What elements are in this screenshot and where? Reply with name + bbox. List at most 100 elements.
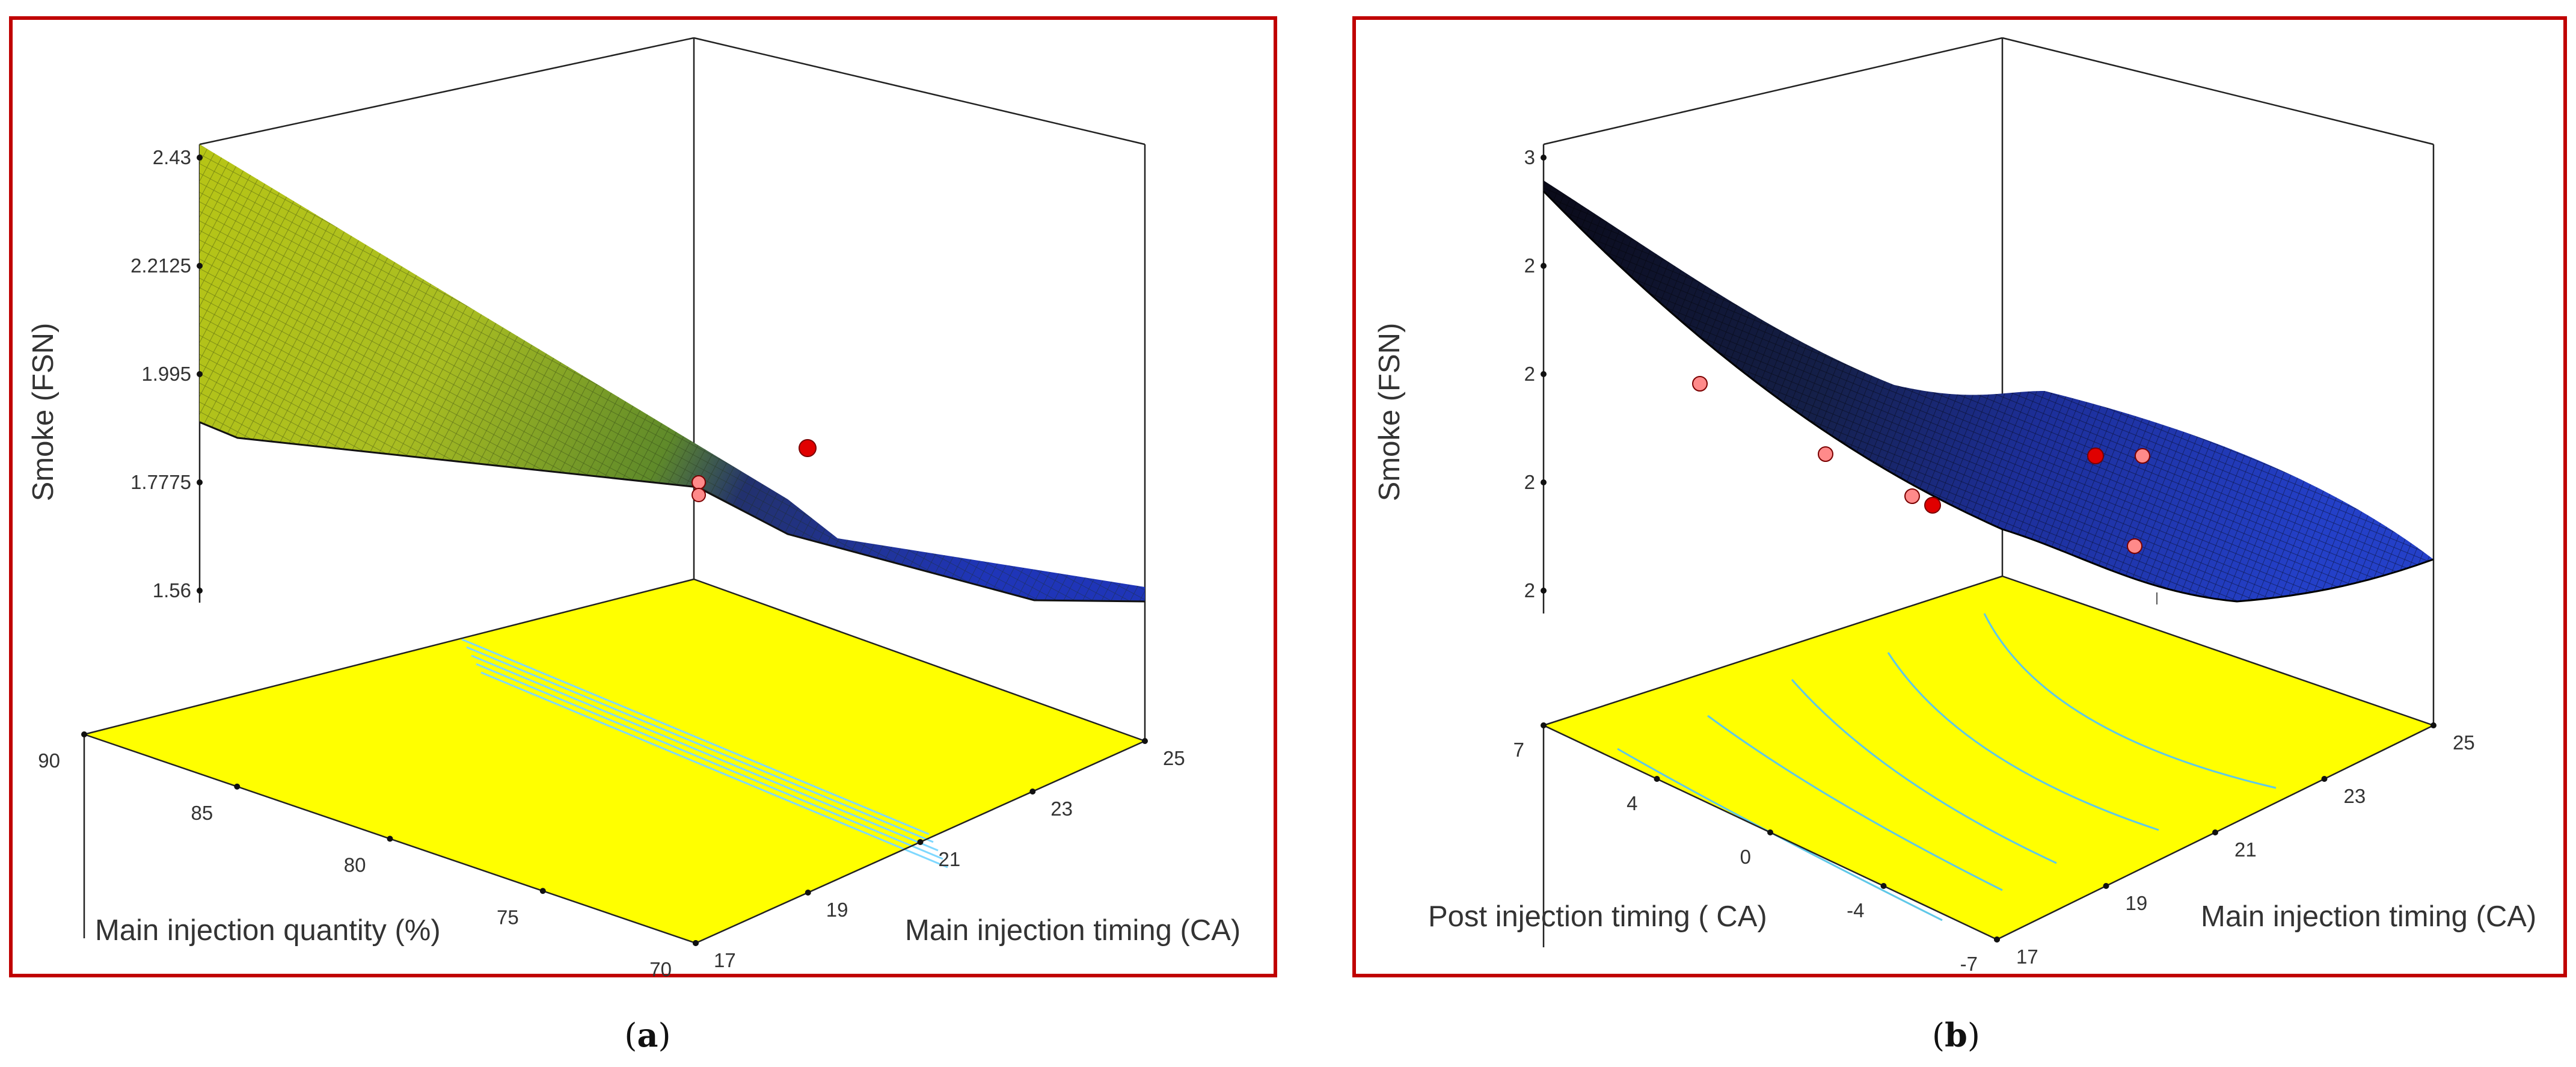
panel-a-y-tick-mark [1142, 738, 1148, 744]
panel-a-y-tick-mark [1029, 789, 1036, 795]
panel-b-z-ticks: 3 2 2 2 2 [1524, 146, 1547, 601]
panel-a: 2.43 2.2125 1.995 1.7775 1.56 90 85 80 75 70 17 1… [9, 16, 1277, 980]
panel-b-z-tick-label: 2 [1524, 471, 1535, 493]
panel-a-z-tick-mark [197, 479, 203, 485]
panel-a-contour-line [471, 654, 939, 852]
panel-b-contour-line [1707, 715, 2003, 891]
panel-a-x-tick-label: 90 [38, 749, 60, 772]
panel-b-edge [1543, 575, 2003, 727]
panel-b-x-tick-label: 0 [1740, 846, 1751, 868]
panel-b-y-tick-mark [2321, 776, 2328, 782]
panel-b-edge [1543, 37, 2003, 146]
panel-a-z-tick-label: 1.995 [141, 363, 191, 385]
panel-a-x-tick-label: 85 [191, 802, 213, 824]
panel-a-x-tick-mark [234, 783, 241, 790]
panel-a-z-tick-mark [197, 371, 203, 377]
panel-a-floor [84, 579, 1145, 943]
panel-a-z-tick-mark [197, 588, 203, 594]
panel-a-design-point [692, 488, 706, 502]
caption-b-close: ) [1967, 1016, 1980, 1054]
panel-b-contour-line [1791, 679, 2057, 864]
panel-a-y-tick-mark [805, 890, 811, 896]
panel-a-x-tick-label: 75 [497, 906, 519, 928]
panel-a-z-tick-mark [197, 155, 203, 161]
panel-b-design-point [2087, 447, 2104, 464]
panel-b-x-tick-mark [1541, 722, 1547, 728]
panel-a-x-tick-label: 70 [649, 958, 672, 980]
panel-b-floor [1544, 576, 2433, 939]
panel-b-y-tick-label: 21 [2234, 838, 2257, 861]
panel-b-surface-mesh [1544, 180, 2433, 601]
panel-b-design-point [1924, 497, 1941, 514]
panel-a-design-point [799, 439, 817, 457]
panel-a-z-ticks: 2.43 2.2125 1.995 1.7775 1.56 [130, 146, 203, 601]
caption-a: (a) [624, 1016, 670, 1054]
panel-a-y-title: Main injection timing (CA) [905, 914, 1240, 947]
panel-b-z-tick-mark [1541, 371, 1547, 377]
panel-a-z-tick-label: 2.2125 [130, 254, 191, 277]
panel-b-z-tick-mark [1541, 479, 1547, 485]
panel-b-design-point [1904, 488, 1920, 504]
panel-b-x-tick-mark [1767, 829, 1773, 835]
caption-a-close: ) [658, 1016, 671, 1054]
panel-a-x-tick-mark [387, 835, 393, 842]
panel-a-y-ticks: 17 19 21 23 25 [693, 738, 1185, 971]
panel-b-z-title: Smoke (FSN) [1373, 323, 1406, 502]
panel-b-x-ticks: 7 4 0 -4 -7 [1513, 722, 2000, 975]
panel-b-z-tick-label: 2 [1524, 254, 1535, 277]
panel-a-z-tick-label: 1.56 [153, 579, 191, 601]
panel-a-x-tick-label: 80 [344, 854, 366, 876]
panel-a-z-tick-label: 1.7775 [130, 471, 191, 493]
panel-a-contour-line [461, 638, 930, 835]
panel-b: 3 2 2 2 2 7 4 0 -4 -7 17 19 21 23 25 Smoke (FSN) Pos… [1352, 16, 2567, 977]
panel-b-y-title: Main injection timing (CA) [2201, 900, 2536, 933]
panel-b-surface-edge [1542, 190, 2434, 603]
panel-a-z-tick-label: 2.43 [153, 146, 191, 168]
panel-b-x-title: Post injection timing ( CA) [1428, 900, 1767, 933]
panel-b-design-point [2135, 448, 2150, 464]
panel-b-z-tick-label: 2 [1524, 363, 1535, 385]
caption-b-open: ( [1932, 1016, 1945, 1054]
caption-b: (b) [1932, 1016, 1980, 1054]
panel-b-contour-line [1983, 613, 2277, 789]
panel-b-z-tick-label: 3 [1524, 146, 1535, 168]
panel-a-x-tick-mark [81, 731, 87, 737]
caption-b-letter: b [1945, 1016, 1967, 1054]
panel-b-y-tick-mark [1994, 936, 2000, 942]
panel-b-z-tick-label: 2 [1524, 579, 1535, 601]
panel-a-contour-line [466, 646, 934, 843]
panel-a-y-tick-mark [693, 940, 699, 946]
panel-b-design-point [1818, 446, 1833, 462]
panel-a-z-tick-mark [197, 263, 203, 269]
panel-b-z-tick-mark [1541, 263, 1547, 269]
panel-a-edge [693, 578, 1145, 742]
panel-b-y-tick-label: 23 [2344, 785, 2366, 807]
panel-b-z-tick-mark [1541, 588, 1547, 594]
panel-b-x-tick-label: 4 [1627, 792, 1637, 814]
panel-a-y-tick-label: 21 [939, 848, 961, 870]
panel-b-design-point [2127, 538, 2142, 554]
panel-a-y-tick-mark [917, 839, 924, 845]
panel-b-contour-line [1887, 652, 2159, 831]
panel-b-y-tick-label: 25 [2453, 731, 2475, 754]
panel-a-surface-edge [199, 421, 1145, 603]
panel-b-x-tick-label: -4 [1847, 899, 1864, 921]
panel-b-y-tick-mark [2430, 722, 2436, 728]
panel-b-y-tick-label: 19 [2126, 892, 2148, 914]
panel-a-x-tick-mark [539, 888, 546, 894]
panel-a-y-tick-label: 19 [826, 899, 848, 921]
panel-b-x-tick-mark [1654, 776, 1660, 782]
panel-a-surface-mesh [200, 144, 1145, 601]
panel-a-y-tick-label: 23 [1050, 798, 1073, 820]
panel-b-edge [2002, 37, 2434, 146]
panel-a-contour-line [480, 671, 948, 869]
panel-b-x-tick-label: 7 [1513, 739, 1524, 761]
panel-b-edge [2002, 575, 2434, 727]
panel-a-design-point [692, 475, 706, 490]
panel-b-y-ticks: 17 19 21 23 25 [1994, 722, 2475, 968]
panel-a-edge [84, 578, 695, 736]
panel-a-y-tick-label: 17 [714, 949, 736, 971]
panel-a-edge [693, 37, 1145, 146]
panel-b-x-tick-label: -7 [1960, 953, 1978, 975]
